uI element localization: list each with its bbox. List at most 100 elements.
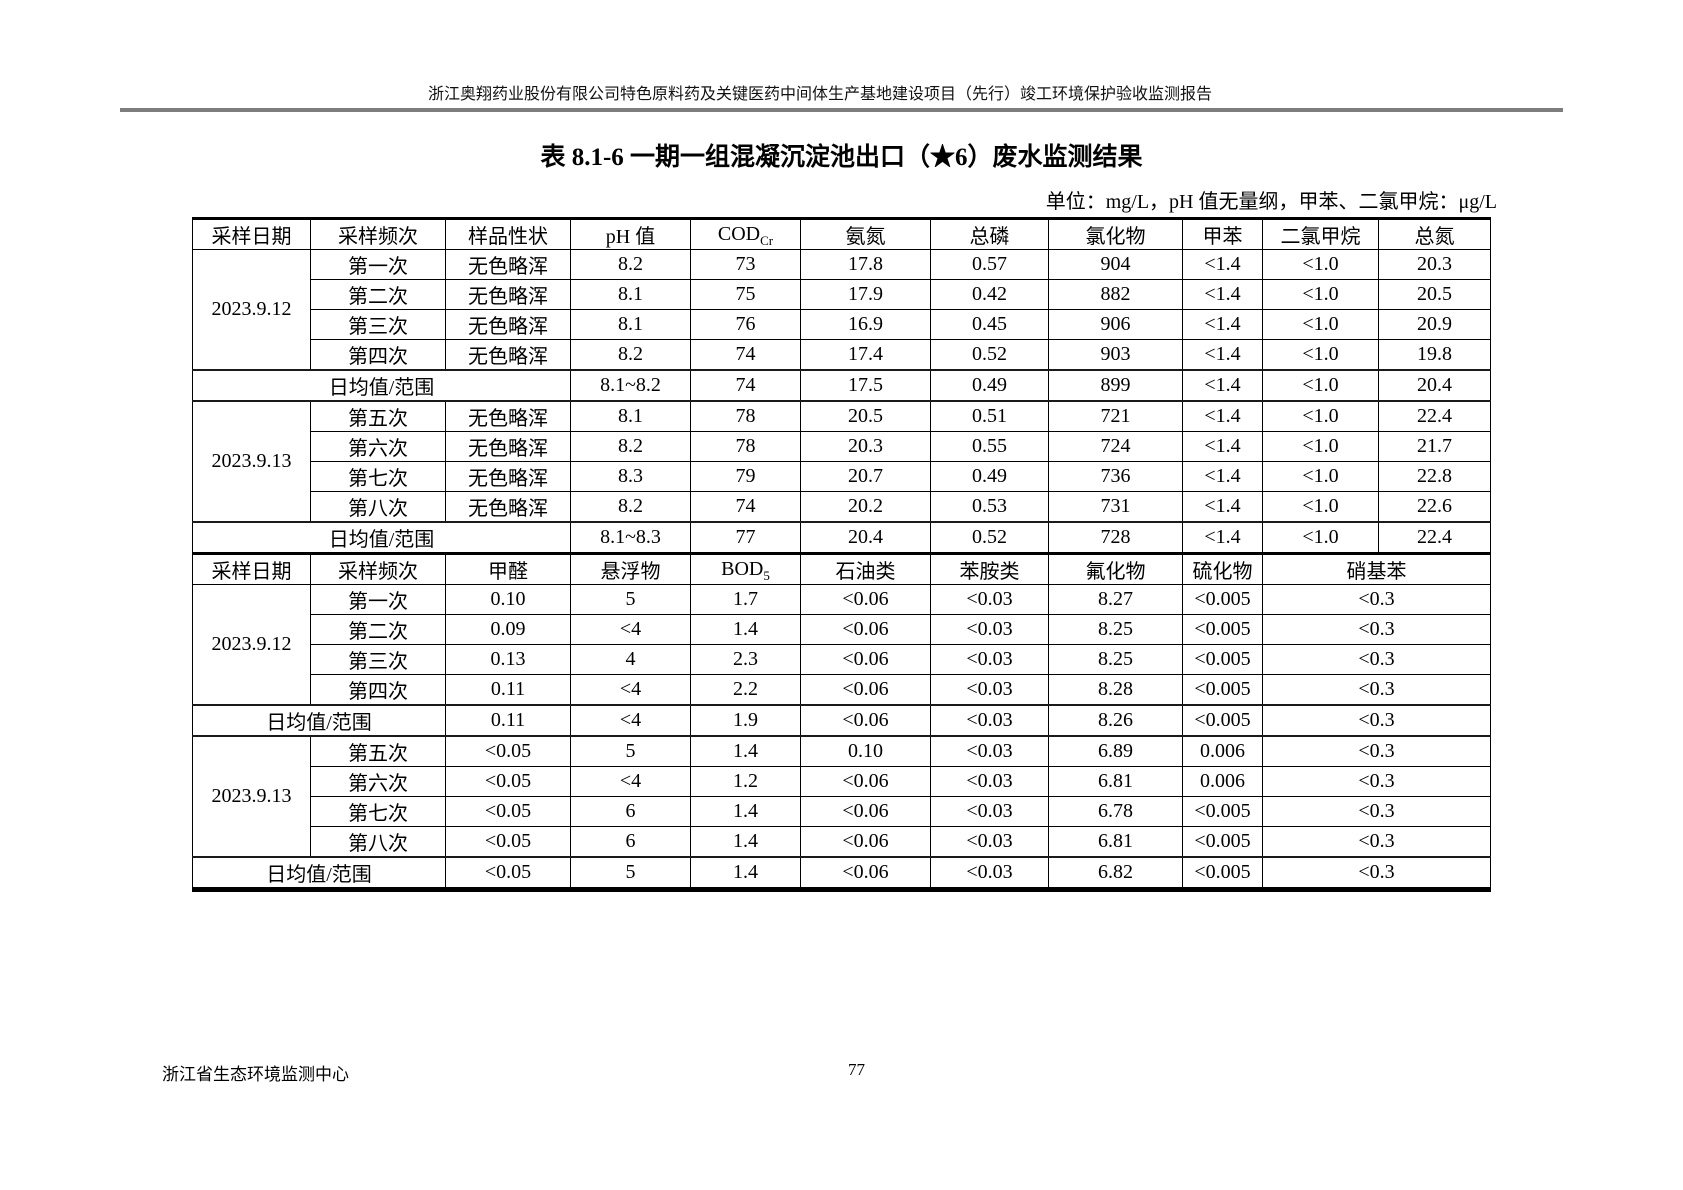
column-header: 样品性状 — [445, 218, 571, 250]
value-cell: 8.1 — [570, 279, 691, 310]
value-cell: <0.3 — [1262, 674, 1491, 706]
value-cell: <1.0 — [1262, 431, 1379, 462]
value-cell: 20.4 — [1378, 369, 1491, 402]
value-cell: <1.4 — [1182, 461, 1263, 492]
column-header: CODCr — [690, 218, 801, 250]
table-row: 2023.9.12 第一次 0.10 5 1.7 <0.06 <0.03 8.2… — [192, 584, 1491, 706]
value-cell: 731 — [1048, 491, 1183, 523]
monitoring-table: 采样日期 采样频次 样品性状 pH 值 CODCr 氨氮 总磷 氯化物 甲苯 二… — [192, 217, 1491, 892]
value-cell: <0.3 — [1262, 704, 1491, 737]
value-cell: 20.5 — [1378, 279, 1491, 310]
value-cell: 0.42 — [930, 279, 1049, 310]
value-cell: <0.3 — [1262, 735, 1491, 767]
value-cell: 无色略浑 — [445, 249, 571, 280]
header-divider — [120, 108, 1563, 112]
value-cell: 0.45 — [930, 309, 1049, 340]
value-cell: 20.3 — [800, 431, 931, 462]
value-cell: <0.005 — [1182, 704, 1263, 737]
sample-date-cell: 2023.9.12 — [192, 249, 311, 371]
column-header: 采样频次 — [310, 552, 446, 585]
value-cell: <1.0 — [1262, 491, 1379, 523]
value-cell: 第五次 — [310, 735, 446, 767]
value-cell: 20.2 — [800, 491, 931, 523]
value-cell: 无色略浑 — [445, 400, 571, 432]
value-cell: 721 — [1048, 400, 1183, 432]
value-cell: 第一次 — [310, 584, 446, 615]
value-cell: <1.4 — [1182, 369, 1263, 402]
value-cell: <0.03 — [930, 644, 1049, 675]
value-cell: <0.03 — [930, 856, 1049, 891]
value-cell: 8.25 — [1048, 614, 1183, 645]
value-cell: 第八次 — [310, 491, 446, 523]
value-cell: 20.7 — [800, 461, 931, 492]
column-header: 采样日期 — [192, 218, 311, 250]
table-row: 第二次 0.09 <4 1.4 <0.06 <0.03 8.25 <0.005 … — [193, 614, 1491, 645]
value-cell: 74 — [690, 369, 801, 402]
daily-average-row: 日均值/范围 8.1~8.2 74 17.5 0.49 899 <1.4 <1.… — [192, 369, 1491, 402]
value-cell: 8.27 — [1048, 584, 1183, 615]
value-cell: 第七次 — [310, 461, 446, 492]
value-cell: 903 — [1048, 339, 1183, 371]
table-row: 2023.9.13 第五次 <0.05 5 1.4 0.10 <0.03 6.8… — [192, 735, 1491, 858]
value-cell: <0.3 — [1262, 584, 1491, 615]
value-cell: 736 — [1048, 461, 1183, 492]
value-cell: 第四次 — [310, 674, 446, 706]
value-cell: <0.005 — [1182, 614, 1263, 645]
value-cell: 8.1~8.2 — [570, 369, 691, 402]
value-cell: <0.06 — [800, 644, 931, 675]
table-row: 第七次 <0.05 6 1.4 <0.06 <0.03 6.78 <0.005 … — [193, 796, 1491, 827]
column-header: 氟化物 — [1048, 552, 1183, 585]
value-cell: 第二次 — [310, 279, 446, 310]
value-cell: <1.0 — [1262, 279, 1379, 310]
page-number: 77 — [848, 1060, 865, 1079]
value-cell: 无色略浑 — [445, 309, 571, 340]
column-header: 氯化物 — [1048, 218, 1183, 250]
value-cell: 1.4 — [690, 614, 801, 645]
column-header: 悬浮物 — [570, 552, 691, 585]
value-cell: 77 — [690, 521, 801, 555]
value-cell: 19.8 — [1378, 339, 1491, 371]
value-cell: 22.4 — [1378, 400, 1491, 432]
value-cell: <0.06 — [800, 766, 931, 797]
daily-average-label: 日均值/范围 — [192, 521, 571, 555]
value-cell: 906 — [1048, 309, 1183, 340]
value-cell: 16.9 — [800, 309, 931, 340]
value-cell: 1.7 — [690, 584, 801, 615]
document-header: 浙江奥翔药业股份有限公司特色原料药及关键医药中间体生产基地建设项目（先行）竣工环… — [427, 86, 1212, 103]
value-cell: 无色略浑 — [445, 461, 571, 492]
value-cell: <0.06 — [800, 614, 931, 645]
value-cell: <0.005 — [1182, 644, 1263, 675]
footer-organization: 浙江省生态环境监测中心 — [162, 1065, 349, 1084]
value-cell: <1.4 — [1182, 491, 1263, 523]
value-cell: <0.05 — [445, 735, 571, 767]
value-cell: 1.2 — [690, 766, 801, 797]
value-cell: 无色略浑 — [445, 491, 571, 523]
value-cell: 22.6 — [1378, 491, 1491, 523]
value-cell: <1.0 — [1262, 309, 1379, 340]
value-cell: 8.1~8.3 — [570, 521, 691, 555]
value-cell: 0.51 — [930, 400, 1049, 432]
column-header: 硝基苯 — [1262, 552, 1491, 585]
table-row: 第八次 <0.05 6 1.4 <0.06 <0.03 6.81 <0.005 … — [193, 826, 1491, 858]
sample-date-cell: 2023.9.13 — [192, 400, 311, 523]
value-cell: <1.0 — [1262, 461, 1379, 492]
value-cell: 20.9 — [1378, 309, 1491, 340]
value-cell: 17.8 — [800, 249, 931, 280]
table-row: 第四次 0.11 <4 2.2 <0.06 <0.03 8.28 <0.005 … — [193, 674, 1491, 706]
value-cell: 第六次 — [310, 766, 446, 797]
table-row: 第六次 无色略浑 8.2 78 20.3 0.55 724 <1.4 <1.0 … — [193, 431, 1491, 462]
value-cell: <0.03 — [930, 735, 1049, 767]
value-cell: 78 — [690, 431, 801, 462]
value-cell: 8.25 — [1048, 644, 1183, 675]
value-cell: 22.4 — [1378, 521, 1491, 555]
daily-average-row: 日均值/范围 8.1~8.3 77 20.4 0.52 728 <1.4 <1.… — [192, 521, 1491, 555]
value-cell: 17.4 — [800, 339, 931, 371]
table-header-row: 采样日期 采样频次 甲醛 悬浮物 BOD5 石油类 苯胺类 氟化物 硫化物 硝基… — [192, 552, 1491, 585]
value-cell: 8.2 — [570, 249, 691, 280]
column-header: 采样频次 — [310, 218, 446, 250]
value-cell: <0.03 — [930, 674, 1049, 706]
sample-date-cell: 2023.9.13 — [192, 735, 311, 858]
value-cell: 74 — [690, 339, 801, 371]
value-cell: 0.09 — [445, 614, 571, 645]
daily-average-row: 日均值/范围 <0.05 5 1.4 <0.06 <0.03 6.82 <0.0… — [192, 856, 1491, 891]
